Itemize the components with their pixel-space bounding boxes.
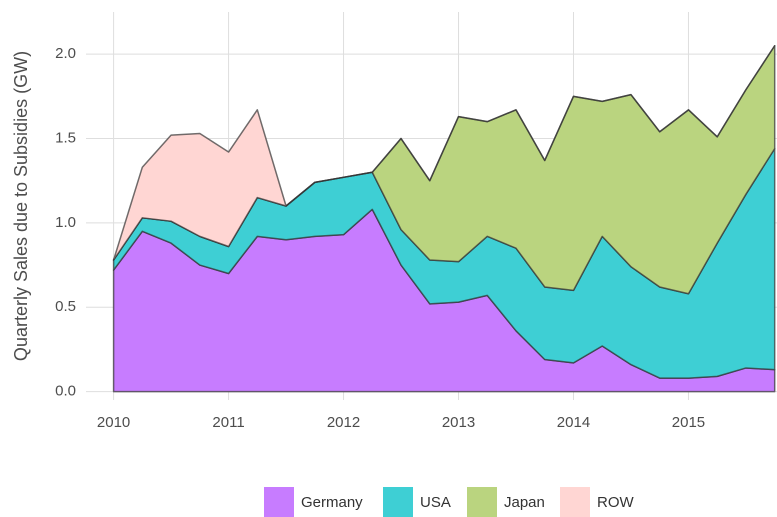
- y-tick-label: 1.5: [55, 129, 76, 146]
- legend-key: [264, 487, 294, 517]
- legend-key: [383, 487, 413, 517]
- x-tick-label: 2014: [557, 414, 590, 431]
- x-tick-label: 2015: [672, 414, 705, 431]
- y-tick-label: 2.0: [55, 45, 76, 62]
- x-tick-label: 2010: [97, 414, 130, 431]
- y-axis-title: Quarterly Sales due to Subsidies (GW): [11, 51, 31, 361]
- legend-label: Germany: [301, 494, 363, 511]
- y-tick-label: 0.0: [55, 383, 76, 400]
- y-tick-label: 0.5: [55, 298, 76, 315]
- area: [112, 44, 776, 261]
- x-tick-label: 2013: [442, 414, 475, 431]
- legend-label: USA: [420, 494, 451, 511]
- x-tick-label: 2011: [212, 414, 244, 431]
- x-tick-label: 2012: [327, 414, 360, 431]
- legend-label: ROW: [597, 494, 635, 511]
- legend-key: [467, 487, 497, 517]
- y-tick-label: 1.0: [55, 214, 76, 231]
- legend-key: [560, 487, 590, 517]
- legend-label: Japan: [504, 494, 545, 511]
